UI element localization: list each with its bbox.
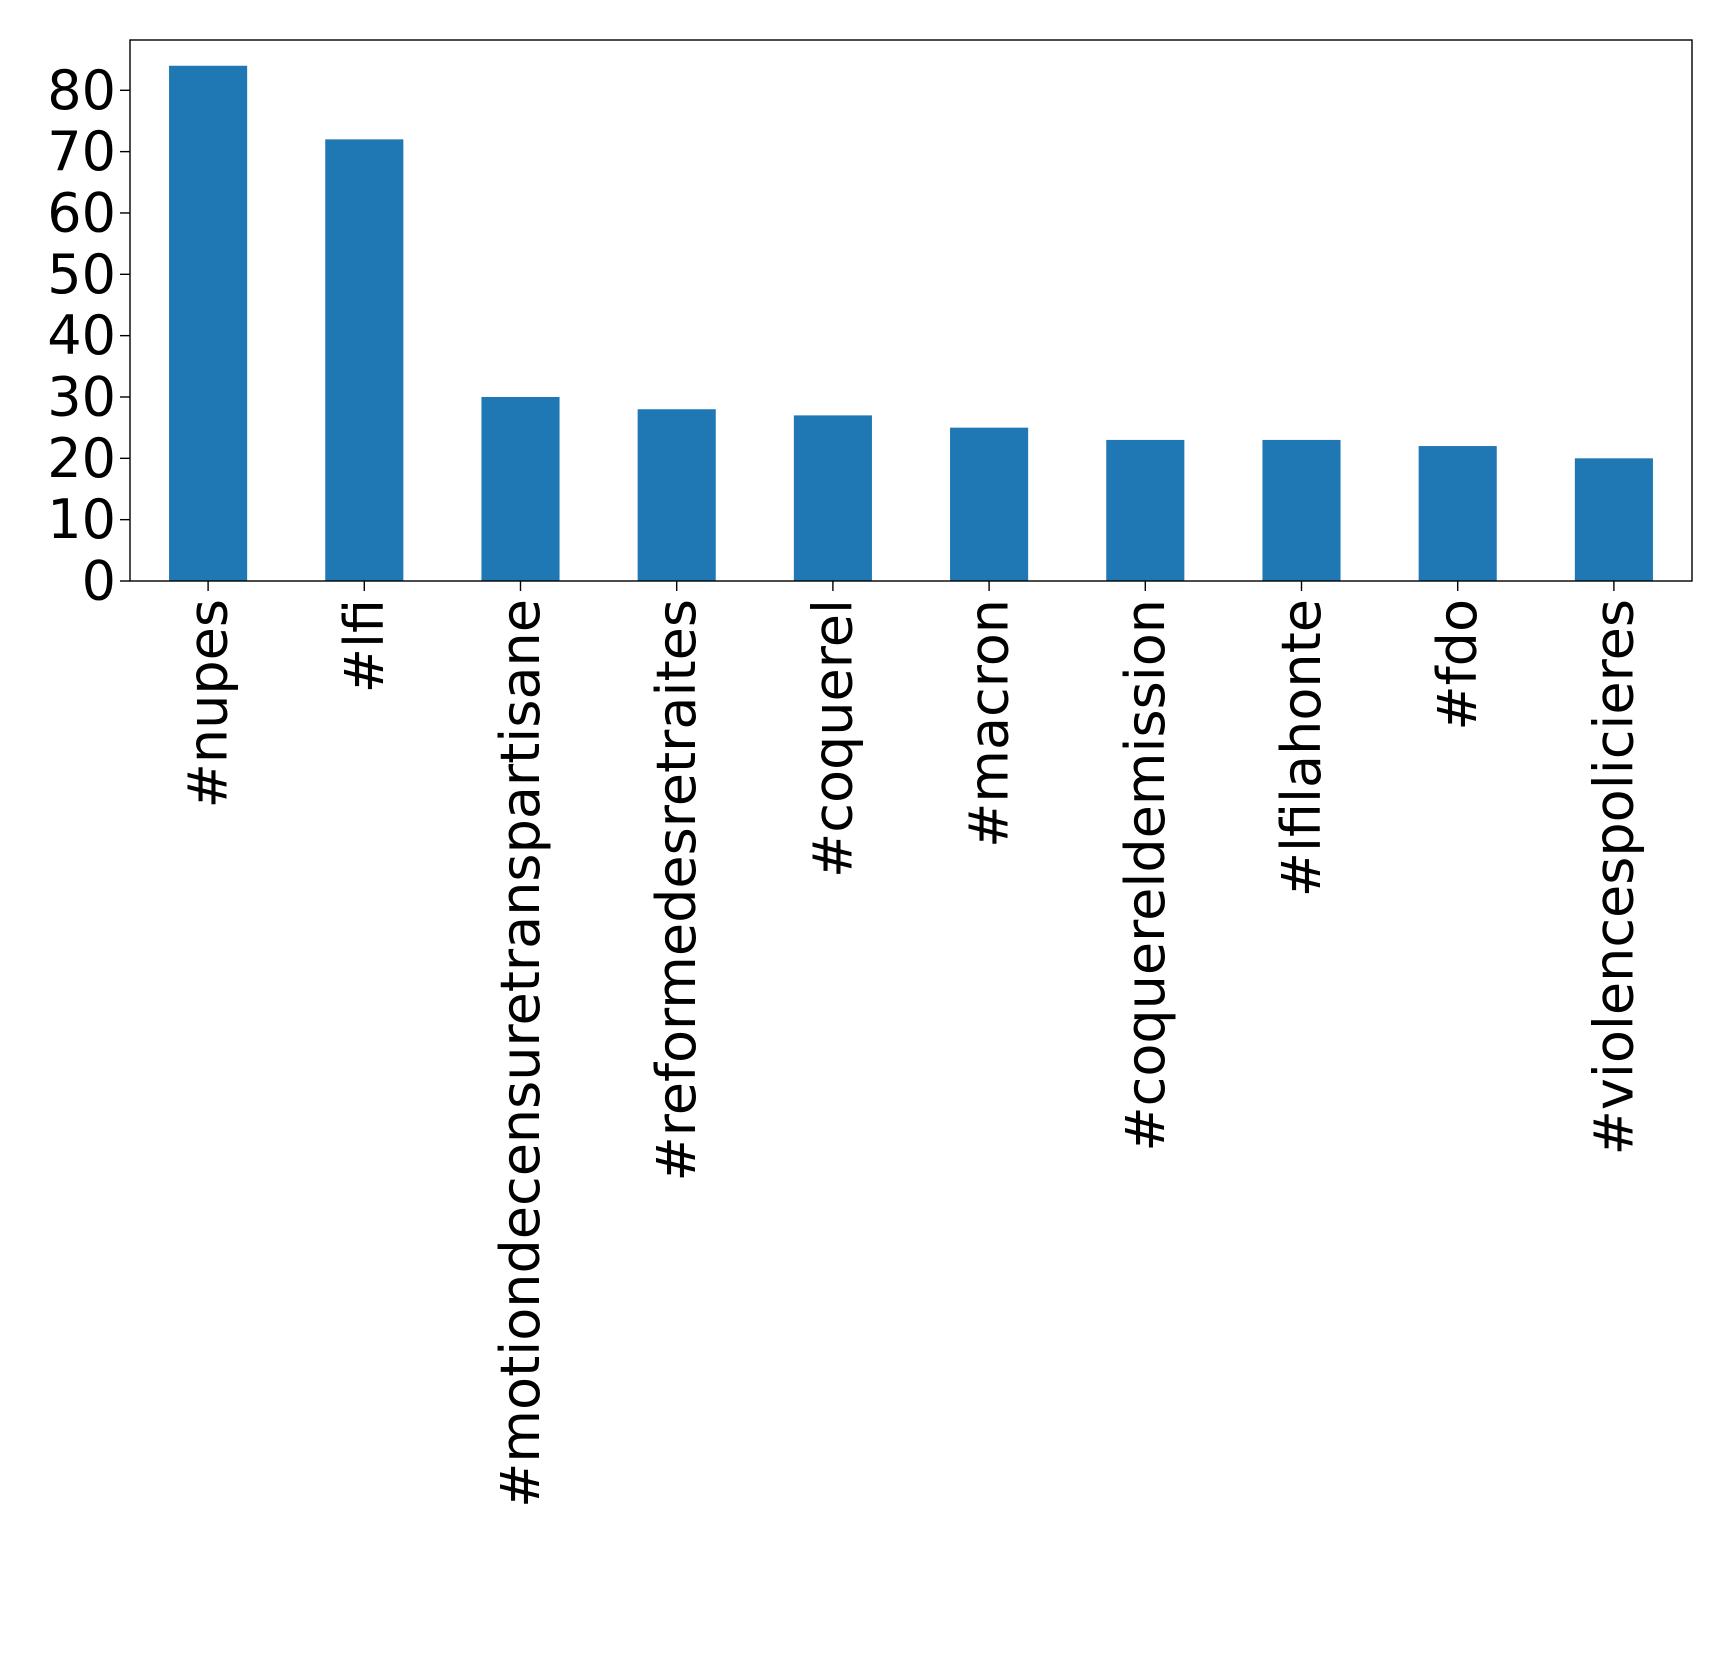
y-tick-label: 30 (47, 365, 116, 428)
bar-motiondecensuretranspartisane (481, 396, 560, 581)
y-tick-label: 60 (47, 181, 116, 244)
y-tick-label: 40 (47, 304, 116, 367)
bar-lfi (325, 139, 404, 581)
x-tick-label: #violencespolicieres (1582, 599, 1645, 1155)
x-tick-label: #coquerel (801, 599, 864, 878)
x-axis: #nupes #lfi #motiondecensuretranspartisane… (177, 581, 1645, 1508)
y-tick-label: 10 (47, 488, 116, 551)
x-tick-label: #nupes (177, 599, 240, 808)
bar-fdo (1418, 446, 1497, 581)
x-tick-label: #macron (958, 599, 1021, 848)
plot-frame (129, 39, 1693, 582)
x-tick-label: #coquereldemission (1114, 599, 1177, 1152)
y-tick-label: 80 (47, 59, 116, 122)
x-tick-label: #lfi (333, 599, 396, 693)
x-tick-label: #lfilahonte (1270, 599, 1333, 897)
bar-coquereldemission (1106, 439, 1185, 581)
bars-layer (169, 65, 1653, 581)
bar-nupes (169, 65, 248, 581)
y-tick-label: 50 (47, 243, 116, 306)
x-tick-label: #reformedesretraites (645, 599, 708, 1181)
bar-macron (950, 427, 1029, 581)
x-tick-label: #motiondecensuretranspartisane (489, 599, 552, 1508)
bar-reformedesretraites (637, 409, 716, 581)
y-tick-label: 70 (47, 120, 116, 183)
bar-violencespolicieres (1574, 458, 1653, 581)
x-tick-label: #fdo (1426, 599, 1489, 731)
y-tick-label: 20 (47, 427, 116, 490)
y-tick-label: 0 (82, 550, 116, 613)
bar-coquerel (793, 415, 872, 581)
bar-lfilahonte (1262, 439, 1341, 581)
